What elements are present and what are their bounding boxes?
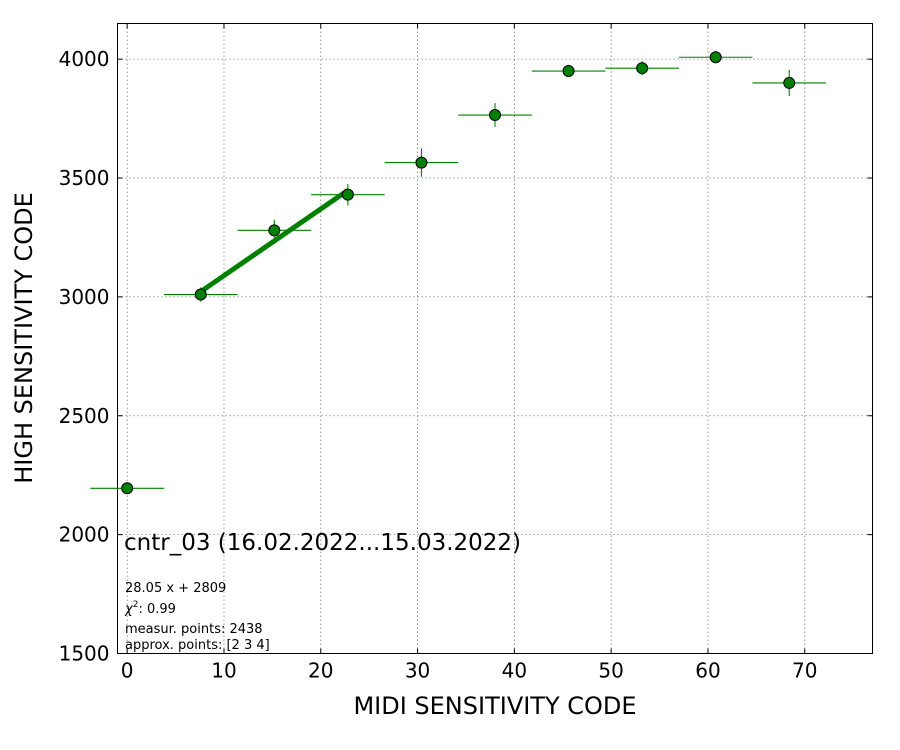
chi-squared-label: χ2: 0.99 xyxy=(124,600,176,617)
x-tick-label: 30 xyxy=(405,659,430,683)
x-tick-label: 60 xyxy=(695,659,720,683)
errorbar-layer xyxy=(90,51,827,489)
y-tick-label: 1500 xyxy=(59,642,110,666)
y-tick-label: 2000 xyxy=(59,523,110,547)
tick-layer: 0 10 20 30 40 50 60 70 1500 2000 2500 3000 3500 4000 xyxy=(59,23,873,683)
y-tick-label: 3500 xyxy=(59,166,110,190)
data-point xyxy=(341,188,354,201)
chi-superscript: 2 xyxy=(133,600,139,610)
x-tick-label: 20 xyxy=(308,659,333,683)
data-point xyxy=(783,76,796,89)
data-point xyxy=(194,288,207,301)
data-point xyxy=(709,51,722,64)
fit-equation: 28.05 x + 2809 xyxy=(125,581,226,596)
data-point xyxy=(562,65,575,78)
approx-points-label: approx. points: [2 3 4] xyxy=(125,638,270,653)
x-axis-title: MIDI SENSITIVITY CODE xyxy=(353,692,636,720)
x-tick-label: 40 xyxy=(502,659,527,683)
data-point xyxy=(268,224,281,237)
x-tick-label: 0 xyxy=(121,659,134,683)
chi-symbol: χ xyxy=(124,602,134,617)
x-tick-label: 10 xyxy=(211,659,236,683)
y-axis-title: HIGH SENSITIVITY CODE xyxy=(10,192,38,484)
y-tick-label: 3000 xyxy=(59,285,110,309)
measur-points-label: measur. points: 2438 xyxy=(125,622,263,637)
chi-squared-value: : 0.99 xyxy=(138,602,175,617)
data-point xyxy=(636,62,649,75)
data-point xyxy=(415,156,428,169)
plot-area-frame xyxy=(117,23,873,654)
x-tick-label: 70 xyxy=(792,659,817,683)
point-layer xyxy=(121,51,796,495)
data-point xyxy=(121,482,134,495)
chart-annotation-title: cntr_03 (16.02.2022...15.03.2022) xyxy=(124,530,521,556)
data-point xyxy=(489,109,501,122)
y-tick-label: 4000 xyxy=(59,47,110,71)
x-tick-label: 50 xyxy=(598,659,623,683)
y-tick-label: 2500 xyxy=(59,404,110,428)
